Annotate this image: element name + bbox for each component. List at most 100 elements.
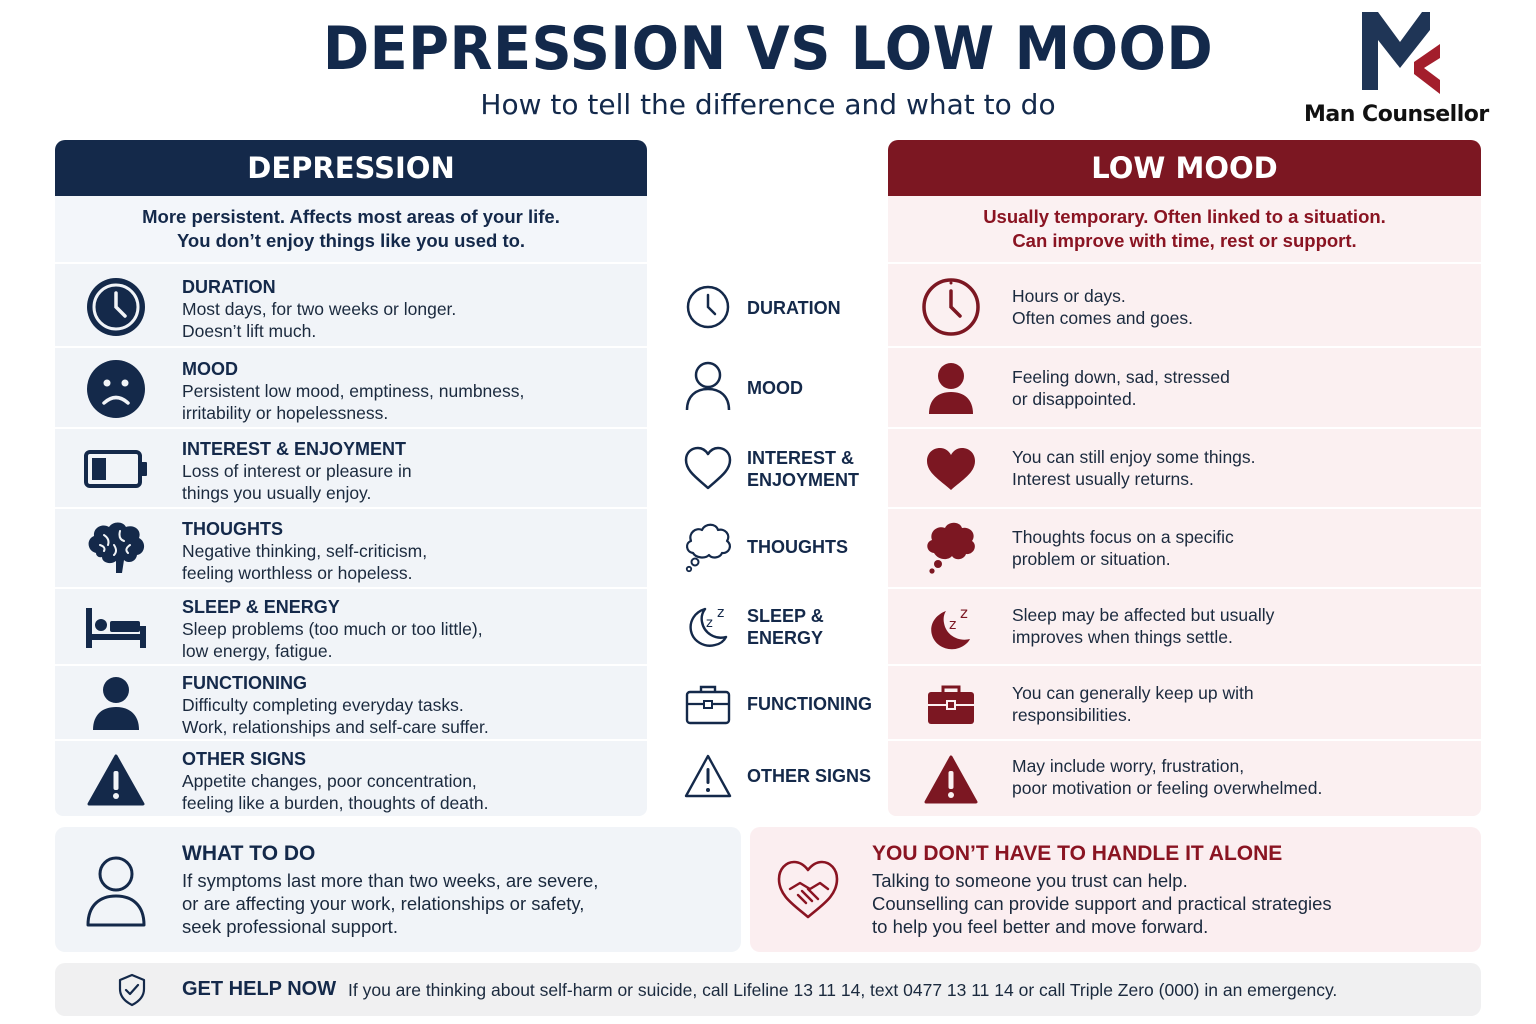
warning-icon — [918, 747, 984, 813]
row-title: FUNCTIONING — [182, 673, 307, 693]
category-thoughts: THOUGHTS — [680, 520, 885, 576]
person-icon — [918, 356, 984, 422]
person-outline-icon — [682, 360, 734, 412]
row-desc-1: Loss of interest or pleasure in — [182, 461, 412, 481]
row-title: THOUGHTS — [182, 519, 283, 539]
row-desc-2: low energy, fatigue. — [182, 641, 333, 661]
low-mood-panel: LOW MOOD Usually temporary. Often linked… — [888, 140, 1481, 816]
what-to-do-line-1: If symptoms last more than two weeks, ar… — [182, 870, 599, 891]
svg-text:z: z — [717, 605, 724, 621]
category-label: DURATION — [747, 298, 841, 318]
low-mood-row-duration: Hours or days. Often comes and goes. — [888, 264, 1481, 348]
depression-row-duration: DURATION Most days, for two weeks or lon… — [55, 264, 647, 348]
category-label: FUNCTIONING — [747, 694, 872, 714]
low-mood-row-mood: Feeling down, sad, stressed or disappoin… — [888, 348, 1481, 429]
row-desc-2: feeling worthless or hopeless. — [182, 563, 413, 583]
what-to-do-box: WHAT TO DO If symptoms last more than tw… — [55, 827, 741, 952]
not-alone-line-1: Talking to someone you trust can help. — [872, 870, 1188, 891]
clock-icon — [918, 274, 984, 340]
row-desc-1: Appetite changes, poor concentration, — [182, 771, 477, 791]
low-mood-row-functioning: You can generally keep up with responsib… — [888, 666, 1481, 741]
category-duration: DURATION — [680, 281, 885, 333]
warning-outline-icon — [682, 750, 734, 802]
row-desc-2: problem or situation. — [1012, 549, 1171, 569]
clock-icon — [83, 274, 149, 340]
depression-row-functioning: FUNCTIONING Difficulty completing everyd… — [55, 666, 647, 741]
low-mood-heading: LOW MOOD — [888, 140, 1481, 196]
heart-icon — [918, 436, 984, 502]
row-title: MOOD — [182, 359, 238, 379]
row-desc-1: Feeling down, sad, stressed — [1012, 367, 1230, 387]
clock-outline-icon — [682, 281, 734, 333]
category-label-2: ENJOYMENT — [747, 470, 860, 490]
what-to-do-title: WHAT TO DO — [182, 842, 316, 865]
logo: Man Counsellor — [1300, 8, 1490, 127]
what-to-do-line-3: seek professional support. — [182, 916, 398, 937]
low-mood-row-interest: You can still enjoy some things. Interes… — [888, 429, 1481, 509]
category-interest: INTEREST & ENJOYMENT — [680, 442, 885, 498]
depression-row-thoughts: THOUGHTS Negative thinking, self-critici… — [55, 509, 647, 589]
row-desc-2: or disappointed. — [1012, 389, 1137, 409]
bed-icon — [83, 595, 149, 661]
row-desc-1: You can still enjoy some things. — [1012, 447, 1256, 467]
row-desc-2: Often comes and goes. — [1012, 308, 1193, 328]
row-desc-1: Hours or days. — [1012, 286, 1126, 306]
svg-text:z: z — [706, 616, 713, 631]
row-desc-1: Difficulty completing everyday tasks. — [182, 695, 464, 715]
briefcase-outline-icon — [682, 678, 734, 730]
what-to-do-line-2: or are affecting your work, relationship… — [182, 893, 585, 914]
row-desc-2: improves when things settle. — [1012, 627, 1233, 647]
row-title: INTEREST & ENJOYMENT — [182, 439, 407, 459]
not-alone-line-3: to help you feel better and move forward… — [872, 916, 1209, 937]
row-desc-1: Thoughts focus on a specific — [1012, 527, 1234, 547]
brain-icon — [83, 514, 149, 580]
get-help-title: GET HELP NOW — [182, 978, 337, 1000]
logo-text: Man Counsellor — [1304, 102, 1489, 127]
depression-summary-line-2: You don’t enjoy things like you used to. — [176, 230, 526, 251]
row-desc-2: things you usually enjoy. — [182, 483, 372, 503]
row-desc-2: feeling like a burden, thoughts of death… — [182, 793, 489, 813]
category-label: OTHER SIGNS — [747, 766, 872, 786]
row-desc-2: poor motivation or feeling overwhelmed. — [1012, 778, 1323, 798]
not-alone-text: Talking to someone you trust can help. C… — [872, 869, 1462, 938]
low-mood-summary-line-1: Usually temporary. Often linked to a sit… — [983, 206, 1386, 227]
row-desc-1: Negative thinking, self-criticism, — [182, 541, 428, 561]
category-label: MOOD — [747, 378, 803, 398]
row-desc-2: Interest usually returns. — [1012, 469, 1194, 489]
briefcase-icon — [918, 671, 984, 737]
row-desc-1: Most days, for two weeks or longer. — [182, 299, 457, 319]
warning-icon — [83, 747, 149, 813]
depression-summary-line-1: More persistent. Affects most areas of y… — [142, 206, 560, 227]
row-desc-2: responsibilities. — [1012, 705, 1132, 725]
row-desc-2: Work, relationships and self-care suffer… — [182, 717, 489, 737]
heart-outline-icon — [682, 442, 734, 494]
what-to-do-text: If symptoms last more than two weeks, ar… — [182, 869, 722, 938]
low-mood-row-thoughts: Thoughts focus on a specific problem or … — [888, 509, 1481, 589]
thought-bubble-icon — [918, 514, 984, 580]
depression-panel: DEPRESSION More persistent. Affects most… — [55, 140, 647, 816]
depression-heading: DEPRESSION — [55, 140, 647, 196]
low-battery-icon — [83, 436, 149, 502]
row-title: DURATION — [182, 277, 276, 297]
category-functioning: FUNCTIONING — [680, 678, 885, 730]
low-mood-row-other: May include worry, frustration, poor mot… — [888, 741, 1481, 816]
shield-check-icon — [117, 973, 147, 1012]
category-label: SLEEP & — [747, 606, 824, 626]
page-subtitle: How to tell the difference and what to d… — [480, 88, 1056, 121]
row-desc-1: You can generally keep up with — [1012, 683, 1254, 703]
depression-summary: More persistent. Affects most areas of y… — [55, 196, 647, 264]
row-desc-1: Persistent low mood, emptiness, numbness… — [182, 381, 525, 401]
person-icon — [83, 671, 149, 737]
man-counsellor-logo-icon — [1362, 12, 1440, 94]
category-other: OTHER SIGNS — [680, 750, 885, 802]
not-alone-line-2: Counselling can provide support and prac… — [872, 893, 1332, 914]
not-alone-box: YOU DON’T HAVE TO HANDLE IT ALONE Talkin… — [750, 827, 1481, 952]
category-label: THOUGHTS — [747, 537, 848, 557]
thought-bubble-outline-icon — [682, 520, 734, 573]
depression-row-mood: MOOD Persistent low mood, emptiness, num… — [55, 348, 647, 429]
category-mood: MOOD — [680, 360, 885, 416]
row-desc-1: May include worry, frustration, — [1012, 756, 1245, 776]
